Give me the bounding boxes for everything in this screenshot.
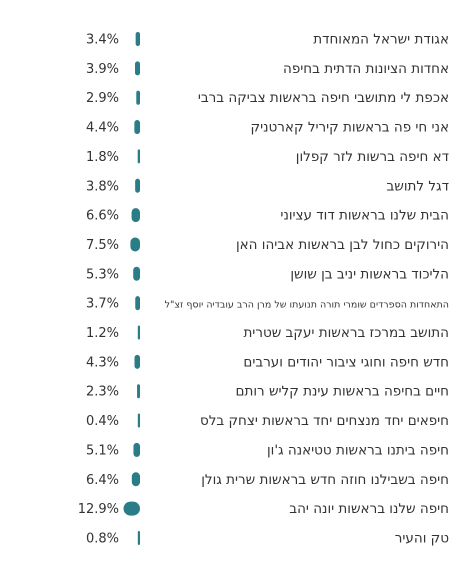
category-label: הליכוד בראשות יניב בן שושן: [290, 266, 449, 282]
category-label: אגודת ישראל המאוחדת: [313, 32, 449, 48]
bar: [133, 442, 140, 457]
value-label: 0.8%: [86, 531, 119, 546]
bar: [137, 325, 140, 340]
value-label: 1.2%: [86, 326, 119, 341]
value-label: 2.3%: [86, 385, 119, 400]
bar: [134, 354, 140, 369]
category-label: אחדות הציונות הדתית בחיפה: [283, 61, 449, 77]
value-label: 6.6%: [86, 209, 119, 224]
value-label: 1.8%: [86, 150, 119, 165]
category-label: טק והעיר: [395, 530, 449, 546]
value-label: 3.8%: [86, 179, 119, 194]
value-label: 0.4%: [86, 414, 119, 429]
value-label: 7.5%: [86, 238, 119, 253]
category-label: חיפה ביתנו בראשות טטיאנה ג'ון: [267, 442, 449, 458]
category-label: דגל לתושב: [387, 178, 450, 194]
bar: [137, 384, 140, 399]
value-label: 5.1%: [86, 443, 119, 458]
bar: [131, 472, 140, 487]
value-label: 3.9%: [86, 62, 119, 77]
value-label: 5.3%: [86, 267, 119, 282]
category-label: חיים בחיפה בראשות עינת קליש רותם: [236, 384, 449, 400]
bar: [134, 120, 140, 135]
bar: [131, 208, 140, 223]
bar: [136, 90, 140, 105]
value-label: 6.4%: [86, 473, 119, 488]
category-label: אני חי פה בראשות קיריל קארטניק: [251, 120, 449, 136]
category-label: חיפה בשבילנו חוזה חדש בראשות שרית גולן: [201, 472, 449, 488]
bar: [135, 61, 140, 76]
bar: [135, 296, 140, 311]
category-label: חיפה שלנו בראשות יונה יהב: [289, 501, 449, 517]
category-label: חיפאים יחד מנצחים יחד בראשות יצחק בלס: [200, 413, 449, 429]
value-label: 3.7%: [86, 297, 119, 312]
value-label: 4.3%: [86, 355, 119, 370]
bar: [130, 237, 140, 252]
value-label: 12.9%: [78, 502, 119, 517]
value-label: 4.4%: [86, 121, 119, 136]
bar: [123, 501, 140, 516]
bar: [133, 266, 140, 281]
bar: [137, 530, 140, 545]
value-label: 3.4%: [86, 33, 119, 48]
category-label: התאחדות הספרדים שומרי תורה תנועתו של מרן…: [165, 300, 449, 311]
value-label: 2.9%: [86, 91, 119, 106]
category-label: דא חיפה ברשות לזר קפלון: [296, 149, 449, 165]
category-label: אכפת לי מתושבי חיפה בראשות צביקה ברבי: [198, 90, 449, 106]
category-label: התושב במרכז בראשות יעקב שטרית: [243, 325, 449, 341]
category-label: הבית שלנו בראשות דוד עציוני: [280, 208, 449, 224]
category-label: חדש חיפה וחוגי ציבור יהודים וערבים: [243, 354, 449, 370]
bar: [135, 32, 140, 46]
bar: [137, 413, 140, 428]
category-label: הירוקים כחול לבן בראשות אביהו האן: [236, 237, 449, 253]
bar: [137, 149, 140, 164]
bar: [135, 178, 140, 193]
